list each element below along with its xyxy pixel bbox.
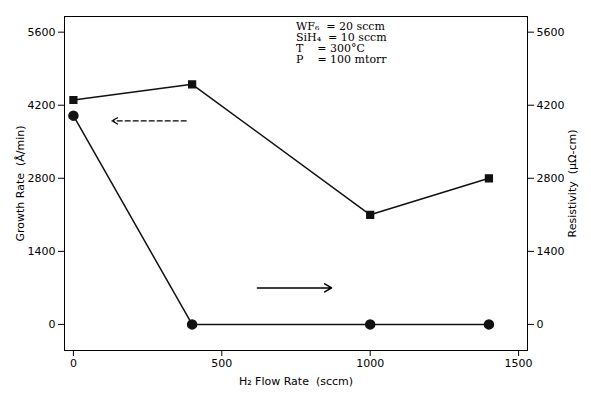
svg-text:4200: 4200 [28,99,56,112]
svg-text:1400: 1400 [28,245,56,258]
svg-text:H₂ Flow Rate (sccm): H₂ Flow Rate (sccm) [239,375,353,388]
svg-text:Resistivity (μΩ-cm): Resistivity (μΩ-cm) [566,130,579,238]
svg-text:1400: 1400 [537,245,565,258]
svg-text:500: 500 [211,357,232,370]
svg-text:2800: 2800 [537,172,565,185]
svg-text:4200: 4200 [537,99,565,112]
svg-text:0: 0 [49,318,56,331]
svg-text:1500: 1500 [505,357,533,370]
svg-text:0: 0 [537,318,544,331]
svg-text:2800: 2800 [28,172,56,185]
svg-text:5600: 5600 [537,26,565,39]
svg-text:5600: 5600 [28,26,56,39]
svg-text:0: 0 [70,357,77,370]
svg-text:Growth Rate (Å/min): Growth Rate (Å/min) [14,125,27,241]
svg-text:1000: 1000 [356,357,384,370]
svg-text:WF₆ = 20 sccmSiH₄ = 10 sccmT: WF₆ = 20 sccmSiH₄ = 10 sccmT = 300°CP = … [296,20,387,66]
